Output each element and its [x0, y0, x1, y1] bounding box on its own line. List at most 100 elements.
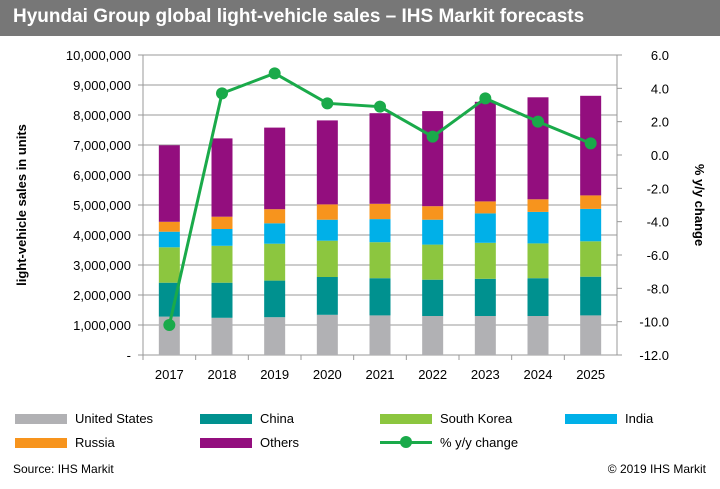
legend-swatch: [15, 437, 67, 448]
y2-tick-label: 2.0: [651, 115, 669, 130]
bar-china: [264, 280, 286, 318]
bar-others: [422, 111, 444, 207]
y-tick-label: 1,000,000: [73, 318, 131, 333]
legend-swatch: [15, 413, 67, 424]
y-tick-label: 6,000,000: [73, 168, 131, 183]
bar-united-states: [422, 316, 444, 355]
bar-india: [211, 229, 233, 246]
legend-swatch: [380, 413, 432, 424]
y-tick-label: 3,000,000: [73, 258, 131, 273]
bar-south-korea: [316, 240, 338, 277]
legend-label: India: [625, 411, 654, 426]
x-tick-label: 2018: [208, 367, 237, 382]
line-point: [216, 87, 228, 100]
bar-south-korea: [422, 244, 444, 280]
y-tick-label: 7,000,000: [73, 138, 131, 153]
bar-russia: [369, 203, 391, 220]
x-tick-label: 2017: [155, 367, 184, 382]
legend-item: India: [565, 411, 653, 426]
line-point: [321, 97, 334, 110]
x-tick-label: 2020: [313, 367, 342, 382]
line-point: [426, 130, 439, 143]
y2-axis-label: % y/y change: [692, 164, 707, 246]
bar-russia: [264, 209, 286, 224]
bar-india: [316, 219, 338, 241]
x-tick-label: 2023: [471, 367, 500, 382]
legend-item: China: [200, 411, 294, 426]
legend-label: United States: [75, 411, 154, 426]
legend-item: Russia: [15, 435, 115, 450]
bar-united-states: [264, 317, 286, 355]
legend-swatch: [565, 413, 617, 424]
line-point: [532, 115, 544, 128]
bar-united-states: [369, 315, 391, 355]
line-point: [268, 67, 281, 80]
line-point: [479, 92, 492, 105]
y2-tick-label: -10.0: [639, 315, 669, 330]
bar-south-korea: [369, 242, 391, 279]
x-tick-label: 2024: [524, 367, 553, 382]
copyright-note: © 2019 IHS Markit: [607, 462, 706, 476]
y2-tick-label: 6.0: [651, 48, 669, 63]
bar-others: [264, 127, 286, 210]
y2-tick-label: 4.0: [651, 81, 669, 96]
bar-russia: [316, 204, 338, 220]
y-tick-label: 9,000,000: [73, 78, 131, 93]
line-point: [163, 319, 176, 331]
legend: United States China South Korea India Russia…: [0, 408, 720, 458]
bar-russia: [474, 201, 496, 214]
y-tick-label: 8,000,000: [73, 108, 131, 123]
bar-china: [474, 278, 496, 316]
y-tick-label: 4,000,000: [73, 228, 131, 243]
bar-russia: [211, 216, 233, 229]
y2-tick-label: -12.0: [639, 348, 669, 363]
bar-united-states: [316, 314, 338, 355]
bar-india: [158, 231, 180, 248]
bar-south-korea: [580, 241, 602, 277]
bar-russia: [527, 199, 549, 212]
bar-india: [264, 223, 286, 244]
bar-india: [527, 211, 549, 244]
y2-tick-label: -4.0: [647, 215, 669, 230]
bar-china: [422, 279, 444, 316]
line-point: [374, 100, 386, 113]
bar-china: [580, 276, 602, 316]
x-tick-label: 2021: [366, 367, 395, 382]
bar-south-korea: [211, 245, 233, 283]
y-tick-label: -: [127, 348, 131, 363]
legend-item: United States: [15, 411, 153, 426]
bar-others: [474, 101, 496, 202]
x-tick-label: 2025: [576, 367, 605, 382]
bar-others: [369, 113, 391, 204]
legend-swatch: [380, 436, 432, 448]
chart-title: Hyundai Group global light-vehicle sales…: [13, 6, 585, 27]
y2-tick-label: -8.0: [647, 281, 669, 296]
bar-india: [474, 213, 496, 243]
bar-south-korea: [527, 243, 549, 279]
legend-swatch: [200, 437, 252, 448]
bar-others: [527, 97, 549, 200]
legend-label: Russia: [75, 435, 115, 450]
bar-south-korea: [158, 247, 180, 283]
y2-tick-label: -2.0: [647, 181, 669, 196]
bar-india: [422, 219, 444, 245]
y2-tick-label: 0.0: [651, 148, 669, 163]
x-tick-label: 2019: [260, 367, 289, 382]
y-tick-label: 10,000,000: [66, 48, 131, 63]
bar-russia: [580, 195, 602, 209]
bar-south-korea: [264, 243, 286, 281]
y-tick-label: 5,000,000: [73, 198, 131, 213]
y-tick-label: 2,000,000: [73, 288, 131, 303]
chart-svg: - 1,000,000 2,000,000 3,000,000 4,000,000 5,0…: [14, 48, 707, 382]
line-point: [584, 137, 597, 150]
bar-united-states: [580, 315, 602, 355]
bar-united-states: [527, 316, 549, 355]
bar-others: [316, 120, 338, 205]
legend-item: South Korea: [380, 411, 512, 426]
title-bar: Hyundai Group global light-vehicle sales…: [0, 0, 720, 36]
bar-china: [369, 278, 391, 316]
bar-india: [369, 219, 391, 243]
bar-russia: [422, 206, 444, 220]
bar-china: [527, 278, 549, 316]
